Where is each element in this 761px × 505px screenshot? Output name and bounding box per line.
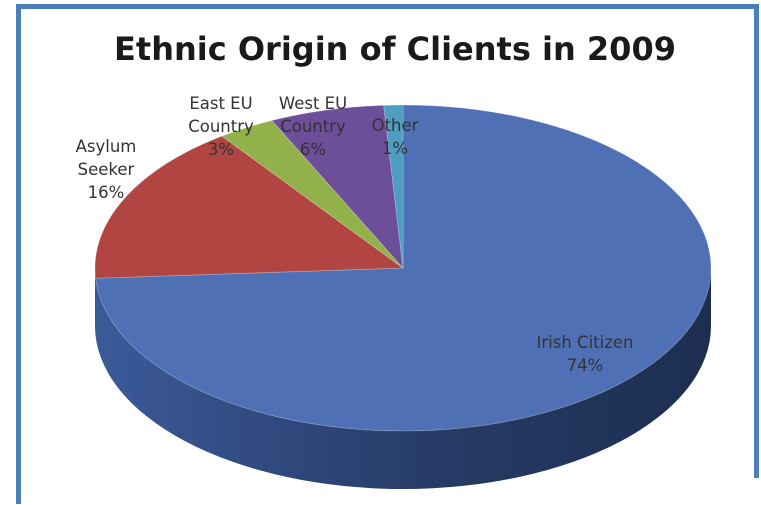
slice-label-asylum-seeker: Asylum Seeker 16% xyxy=(76,137,137,202)
slice-label-line: Seeker xyxy=(78,160,135,179)
pie-slice-irish-citizen xyxy=(95,104,712,432)
frame-border-left xyxy=(16,4,21,504)
slice-label-west-eu-country: West EU Country 6% xyxy=(279,94,347,159)
pie-slice-asylum-seeker xyxy=(94,135,405,279)
slice-label-line: East EU xyxy=(189,94,252,113)
slice-label-line: West EU xyxy=(279,94,347,113)
pie-slice-other xyxy=(383,104,404,269)
slice-label-line: Country xyxy=(280,117,346,136)
slice-percent: 3% xyxy=(208,140,234,159)
slice-percent: 6% xyxy=(300,140,326,159)
pie-side-wall xyxy=(95,268,711,489)
frame-border-right xyxy=(754,4,759,478)
slice-percent: 1% xyxy=(382,139,408,158)
chart-title: Ethnic Origin of Clients in 2009 xyxy=(114,30,676,68)
slice-label-irish-citizen: Irish Citizen 74% xyxy=(537,333,634,375)
slice-label-line: Country xyxy=(188,117,254,136)
slice-label-line: Other xyxy=(372,116,419,135)
slice-percent: 74% xyxy=(567,356,604,375)
slice-percent: 16% xyxy=(88,183,125,202)
slice-label-line: Irish Citizen xyxy=(537,333,634,352)
frame-border-top xyxy=(16,4,755,9)
slice-label-east-eu-country: East EU Country 3% xyxy=(188,94,254,159)
pie-labels: Irish Citizen 74% Asylum Seeker 16% East EU Co… xyxy=(76,94,634,375)
pie-slice-west-eu-country xyxy=(271,104,404,270)
pie-top xyxy=(94,104,712,432)
pie-slice-east-eu-country xyxy=(221,120,404,269)
pie-side xyxy=(95,268,711,489)
slice-label-other: Other 1% xyxy=(372,116,419,158)
slice-label-line: Asylum xyxy=(76,137,137,156)
